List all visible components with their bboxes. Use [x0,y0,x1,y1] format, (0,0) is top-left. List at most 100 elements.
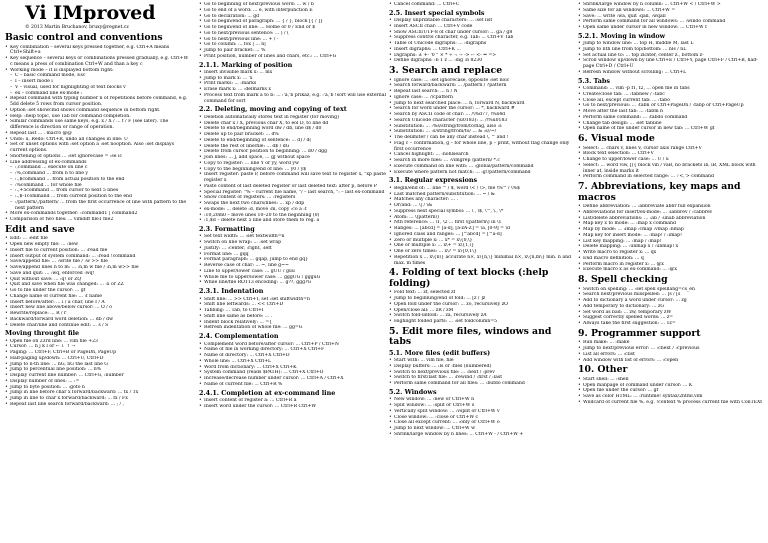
list-item: Name of current file: ... Ctrl+R % [199,382,386,388]
item-list: Shrink/large window by n column: ... Ctr… [578,2,765,31]
list-item: Suppress control character, e.g. Tab: ..… [389,35,576,41]
list-item: Shift line: ... >> Ctrl+T, set :set shif… [199,297,386,303]
list-item: Reverse case of char: ... ~, line g~~ [199,263,386,269]
list-item: Set text width: ... :set textwidth=n [199,234,386,240]
list-item: Jump in line before char x forward/backw… [5,390,192,396]
list-item: Search Unicode character (\u0183): ... /… [389,118,576,124]
list-item: Jump to mark x: ... 'x [199,76,386,82]
list-item: Close window: ... :close or Ctrl+W c [389,415,576,421]
list-item: Go to declaration: ... gd [199,14,386,20]
list-item: Repetition x ... x\{n\} accurate n×, x\{… [389,255,576,267]
list-item: Jump to nth line from top/bottom: ... nH… [578,47,765,53]
list-item: Insert content of register a: ... Ctrl+R… [199,398,386,404]
list-item: Special register: "% – current file name… [199,190,386,196]
list-item: Similar commands use same keys, e.g. x /… [5,119,192,131]
list-item: Word from dictionary: ... Ctrl+X Ctrl+K [199,365,386,371]
list-item: :/pattern/,/pattern/ ... from the first … [5,200,192,212]
section-heading: 3.1. Regular expressions [389,176,478,185]
section-heading: 2.5. Insert special symbols [389,8,485,17]
list-item: Search for word under the cursor: ... *,… [389,106,576,112]
list-item: Start with: ... vim file, file [389,358,576,364]
column-4: Shrink/large window by n column: ... Ctr… [578,2,765,406]
list-item: ex – command line ex-mode : [5,91,192,97]
list-item: Repeat last search: ... n / N [389,89,576,95]
item-list: Key combination – several keys pressed t… [5,45,192,223]
list-item: Set actual line to: ... top zEnter, cent… [578,53,765,59]
list-item: Or/and: ... \| / \& [389,203,576,209]
list-item: C – basic command mode, Esc [5,73,192,79]
list-item: Zero or multiple x: ... x* = x\{0,\} [389,238,576,244]
list-item: Wildcard of current file %, e.g. !contex… [578,400,765,406]
section-heading: 5.3. Tabs [578,76,610,85]
list-item: :.,+5command ... from cursor to next 5 l… [5,188,192,194]
item-list: Switch on spelling: ... :set spell spell… [578,287,765,327]
item-list: Open file on 23rd line: ... vim file +23… [5,339,192,408]
item-list: Insert content of register a: ... Ctrl+R… [199,398,386,410]
item-list: Cancel command: ... Ctrl+C [389,2,576,8]
list-item: Always take the first suggestion: ... 1z… [578,321,765,327]
list-item: Process text from mark a to b: ... :'a,'… [199,93,386,105]
list-item: Open fold under the cursor: ... zo, recu… [389,302,576,308]
list-item: Suggest correctly spelled words: ... z= [578,315,765,321]
list-item: Go to column: ... fox | ... n| [199,42,386,48]
list-item: Nth reference: ... \1, \2 ... first \(pa… [389,220,576,226]
item-list: New window: ... :new or Ctrl+W nSplit wi… [389,397,576,437]
list-item: Insert digraphs: ... Ctrl+K ... [389,47,576,53]
list-item: Print marks: ... :marks [199,81,386,87]
list-item: Jump to next window: ... Ctrl+W w [389,426,576,432]
section-heading: 2.2. Deleting, moving and copying of tex… [199,105,347,114]
list-item: One or zero times: ... x\? = x\{0,1\} [389,249,576,255]
list-item: Move after the last tab: ... :tabm n [578,109,765,115]
section-heading: 4. Folding of text blocks (:help folding… [389,267,549,289]
list-item: Cancel command: ... Ctrl+C [389,2,576,8]
list-item: Go to beginning of next/previous word: .… [199,2,386,8]
list-item: Open file under the cursor: ... gf [578,388,765,394]
item-list: Select: ... chars v, lines V, cursor axi… [578,146,765,181]
list-item: Indent block relatively: ... ={ [199,320,386,326]
section-heading: 2.1.1. Marking of position [199,60,293,69]
list-item: Execute macro x as ex-command: ... :@x [578,267,765,273]
section-heading: 2.3. Formatting [199,225,255,234]
list-item: Add window with list of errors: ... :cop… [578,358,765,364]
list-item: Map key for insert mode: ... :map! / :im… [578,233,765,239]
list-item: I – insert mode i [5,79,192,85]
document-title: Vi IMproved [25,2,156,24]
list-item: Scroll window up/down by line Ctrl+E / C… [578,58,765,70]
list-item: Block text selection: ... Ctrl+V [578,151,765,157]
list-item: Join lines: ... J, add space, ... gJ wit… [199,155,386,161]
item-list: Fold text: ... zf, selected zfJump to be… [389,290,576,325]
list-item: Define digraphs: :6 1 z ... :dig :b 8230 [389,58,576,64]
list-item: :%,command ... from n to line y [5,171,192,177]
list-item: Select: ... chars v, lines V, cursor axi… [578,146,765,152]
list-item: Paste content of last deleted register o… [199,184,386,190]
column-1: Vi IMproved © 2013 Martin Bruchanov, bru… [5,2,192,408]
list-item: Open new empty file: ... :new [5,242,192,248]
list-item: Display number of lines: ... := [5,379,192,385]
section-heading: 7. Abbreviations, key maps and macros [578,181,741,203]
section-heading: 5.2.1. Moving in window [578,31,666,40]
list-item: Delete to end/beginning word dw / db, li… [199,126,386,132]
list-item: Create/close tab: ... :tabnew / :tabc [578,92,765,98]
list-item: Display current line number: ... Ctrl+G,… [5,373,192,379]
list-item: Delete to end/beginning of sentence: ...… [199,138,386,144]
list-item: Justify: ... :center, :right, :left [199,246,386,252]
list-item: One or multiple x: ... x\+ = x\{1,\} [389,243,576,249]
list-item: Open name of file under cursor in new ta… [578,126,765,132]
item-list: Display unprintable characters: ... :set… [389,18,576,64]
list-item: Switch to next/previous file: ... :next … [389,370,576,376]
list-item: Execute where pattern not match: ... :g!… [389,170,576,176]
list-item: Go to begin/end of paragraph: ... { / },… [199,19,386,25]
list-item: New window: ... :new or Ctrl+W n [389,397,576,403]
list-item: Go to next/previous sentence: ... ) / ( [199,31,386,37]
list-item: Start shell: ... :shell [578,377,765,383]
section-heading: Basic control and conventions [5,32,163,43]
section-heading: Moving throught file [5,329,80,338]
column-2-sections: Go to beginning of next/previous word: .… [199,2,386,409]
list-item: Edit: ... :edit file [5,236,192,242]
list-item: Insert file to current position: ... :re… [5,248,192,254]
list-item: Jump to next/previous error: ... :cnext … [578,346,765,352]
list-item: Format paragraph: ... gqap, jump to end … [199,257,386,263]
list-item: End macro definition: ... q [578,256,765,262]
list-item: Display unprintable characters: ... :set… [389,18,576,24]
